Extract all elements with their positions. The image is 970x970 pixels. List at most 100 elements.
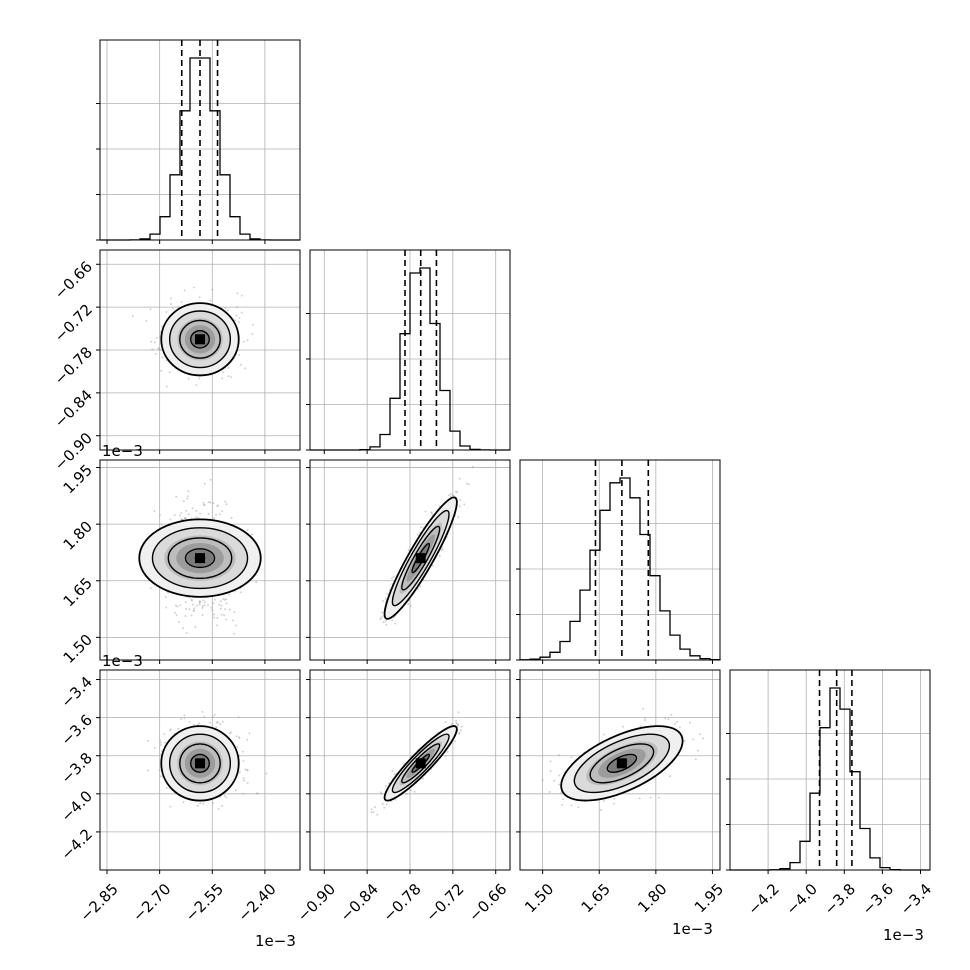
sample-point — [153, 510, 156, 512]
sample-point — [198, 296, 201, 299]
sample-point — [198, 603, 201, 606]
sample-point — [212, 517, 215, 520]
sample-point — [175, 614, 178, 616]
sample-point — [198, 377, 201, 380]
sample-point — [382, 621, 385, 624]
sample-point — [158, 769, 161, 772]
sample-point — [376, 813, 379, 816]
sample-point — [183, 516, 186, 519]
sample-point — [163, 732, 166, 735]
sample-point — [203, 504, 206, 507]
sample-point — [242, 759, 245, 762]
sample-point — [195, 604, 198, 607]
panel-3-2 — [516, 669, 721, 874]
sample-point — [160, 523, 163, 526]
sample-point — [391, 619, 394, 622]
sample-point — [213, 613, 215, 616]
sample-point — [157, 347, 160, 350]
sample-point — [213, 713, 216, 716]
sample-point — [224, 307, 227, 310]
sample-point — [233, 611, 236, 614]
sample-point — [201, 607, 204, 609]
sample-point — [187, 490, 190, 493]
sample-point — [211, 288, 214, 291]
sample-point — [383, 806, 386, 809]
sample-point — [212, 602, 215, 605]
sample-point — [238, 354, 241, 356]
sample-point — [472, 465, 474, 468]
sample-point — [170, 297, 172, 300]
sample-point — [246, 339, 249, 342]
sample-point — [165, 606, 168, 609]
sample-point — [209, 299, 212, 302]
sample-point — [216, 505, 219, 508]
sample-point — [246, 738, 249, 741]
sample-point — [256, 792, 259, 795]
sample-point — [175, 495, 178, 498]
sample-point — [178, 514, 181, 517]
sample-point — [242, 779, 245, 782]
sample-point — [455, 719, 458, 722]
sample-point — [373, 806, 376, 809]
sample-point — [223, 794, 226, 797]
sample-point — [170, 303, 172, 305]
sample-point — [203, 601, 206, 604]
sample-point — [187, 513, 190, 516]
sample-point — [234, 319, 237, 322]
sample-point — [165, 596, 167, 599]
sample-point — [184, 601, 187, 604]
sample-point — [153, 746, 156, 749]
sample-point — [159, 741, 162, 744]
sample-point — [213, 616, 215, 619]
sample-point — [458, 505, 461, 508]
sample-point — [216, 721, 219, 723]
sample-point — [613, 802, 615, 805]
sample-point — [159, 739, 162, 742]
sample-point — [246, 529, 249, 531]
sample-point — [391, 770, 394, 773]
sample-point — [237, 321, 240, 324]
sample-point — [457, 711, 460, 714]
sample-point — [155, 337, 158, 339]
sample-point — [225, 796, 228, 799]
sample-point — [195, 509, 198, 512]
sample-point — [157, 348, 160, 351]
sample-point — [644, 717, 647, 720]
panel-3-1 — [306, 669, 511, 874]
sample-point — [384, 784, 387, 787]
sample-point — [234, 789, 237, 792]
sample-point — [180, 718, 183, 720]
sample-point — [430, 512, 433, 515]
sample-point — [450, 493, 452, 495]
density-peak — [415, 553, 426, 564]
sample-point — [203, 604, 206, 607]
sample-point — [207, 501, 210, 504]
sample-point — [467, 483, 470, 486]
sample-point — [151, 348, 154, 351]
sample-point — [183, 289, 186, 292]
sample-point — [386, 592, 389, 595]
sample-point — [390, 577, 393, 580]
sample-point — [394, 622, 397, 625]
sample-point — [165, 311, 168, 313]
sample-point — [419, 585, 422, 588]
sample-point — [239, 363, 242, 366]
sample-point — [694, 758, 697, 761]
sample-point — [237, 716, 240, 719]
sample-point — [202, 802, 205, 805]
sample-point — [454, 740, 457, 743]
sample-point — [455, 722, 458, 724]
sample-point — [240, 294, 243, 297]
sample-point — [458, 477, 461, 480]
sample-point — [413, 790, 416, 793]
sample-point — [676, 720, 679, 723]
sample-point — [203, 482, 206, 485]
sample-point — [199, 802, 202, 804]
sample-point — [225, 618, 228, 621]
sample-point — [381, 611, 384, 614]
sample-point — [233, 632, 236, 635]
sample-point — [159, 348, 162, 351]
sample-point — [242, 340, 245, 343]
sample-point — [165, 385, 168, 388]
sample-point — [235, 624, 238, 627]
